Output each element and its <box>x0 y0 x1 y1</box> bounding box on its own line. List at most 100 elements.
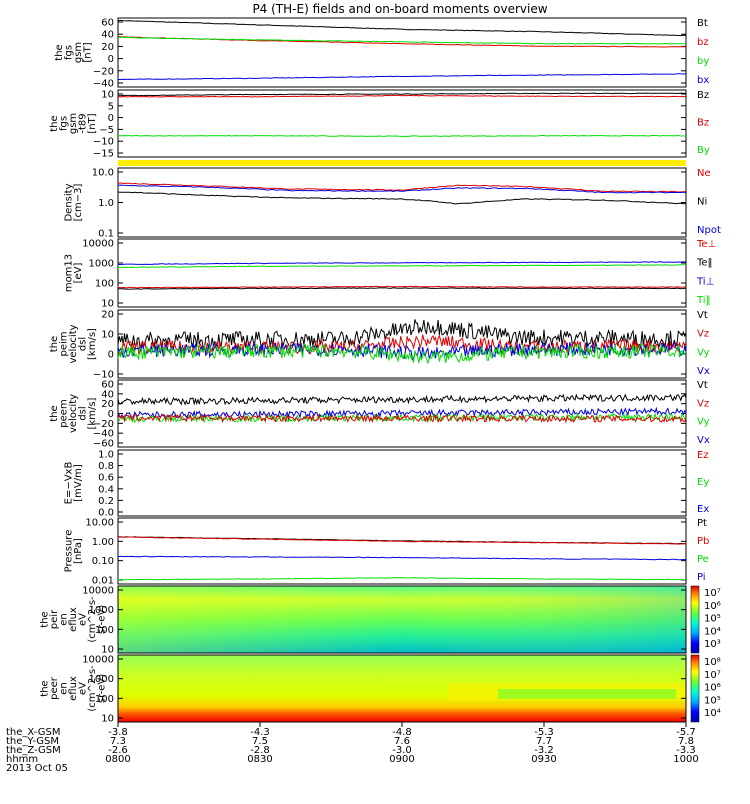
legend-entry: Vx <box>697 366 710 377</box>
x-axis-value: -3.8 <box>108 727 128 738</box>
y-tick-label: 60 <box>101 380 114 391</box>
x-axis-value: 7.7 <box>536 736 552 747</box>
y-tick-label: −20 <box>93 419 114 430</box>
colorbar-tick-label: 10⁶ <box>704 683 721 694</box>
y-axis-label: [km/s] <box>87 328 98 360</box>
y-axis-label: [nT] <box>82 42 93 62</box>
legend-entry: bx <box>697 75 709 86</box>
y-axis-label: [cm−3] <box>73 184 84 222</box>
x-axis-row-label: hhmm <box>6 754 38 765</box>
y-axis-label: the <box>49 115 60 131</box>
y-axis-label: E=−VxB <box>63 462 74 505</box>
y-tick-label: −40 <box>93 79 114 90</box>
spectrogram-overlay <box>118 586 686 653</box>
y-tick-label: 0 <box>108 409 114 420</box>
y-axis-label: dsl <box>78 337 89 351</box>
y-tick-label: 0.01 <box>92 576 114 587</box>
y-axis-label: -t89 <box>78 113 89 133</box>
legend-entry: Vz <box>697 398 709 409</box>
plot-date: 2013 Oct 05 <box>6 763 68 774</box>
legend-entry: Ex <box>697 504 709 515</box>
legend-entry: Pt <box>697 518 707 529</box>
panel-p4: 10000 1000 100 10 mom13[eV] Te⊥ Te‖ Ti⊥ Ti‖ <box>63 238 716 310</box>
y-tick-label: 0.4 <box>98 484 114 495</box>
y-axis-label: the <box>40 680 51 696</box>
series-Vx <box>117 406 687 419</box>
y-tick-label: 1000 <box>89 605 114 616</box>
y-tick-label: 20 <box>101 399 114 410</box>
y-axis-label: en <box>59 613 70 626</box>
y-axis-label: peim <box>59 331 70 356</box>
y-axis-label: en <box>59 682 70 695</box>
series-Bz <box>118 92 687 97</box>
series-Te⊥ <box>117 285 687 289</box>
y-tick-label: −10 <box>93 370 114 381</box>
legend-entry: Vx <box>697 435 710 446</box>
y-axis-label: mom13 <box>63 254 74 292</box>
series-Ne <box>117 182 687 193</box>
y-tick-label: 0.10 <box>92 556 114 567</box>
separator-strip <box>118 160 686 166</box>
x-axis-value: 0800 <box>105 754 130 765</box>
y-axis-label: the <box>40 611 51 627</box>
y-axis-label: fgs <box>59 116 70 131</box>
y-tick-label: 100 <box>95 625 114 636</box>
colorbar-tick-label: 10⁸ <box>704 657 721 668</box>
panel-frame <box>117 89 687 158</box>
panel-p7: 1.00.80.60.40.20.0 E=−VxB[mV/m] Ez Ey Ex <box>63 449 709 519</box>
y-axis-label: (cm^2-s- <box>87 596 98 643</box>
chart-title: P4 (TH-E) fields and on-board moments ov… <box>252 2 547 16</box>
colorbar-tick-label: 10⁷ <box>704 670 721 681</box>
y-tick-label: 60 <box>101 18 114 29</box>
y-tick-label: 10 <box>101 330 114 341</box>
x-axis-value: -4.8 <box>392 727 412 738</box>
series-Te‖ <box>118 287 687 290</box>
series-Npot <box>117 184 687 194</box>
series-Ti‖ <box>117 264 687 268</box>
legend-entry: Vt <box>697 310 708 321</box>
y-axis-label: Pressure <box>63 530 74 573</box>
legend-entry: Vz <box>697 329 709 340</box>
panel-frame <box>117 309 687 379</box>
x-axis-value: 7.5 <box>252 736 268 747</box>
series-bx <box>118 73 687 80</box>
x-axis-value: -4.3 <box>250 727 270 738</box>
y-tick-label: 0.2 <box>98 496 114 507</box>
colorbar-gradient <box>690 585 700 654</box>
y-axis-label: eV <box>78 682 89 695</box>
y-tick-label: 10 <box>101 714 114 725</box>
y-tick-label: −20 <box>93 66 114 77</box>
y-tick-label: 1.00 <box>92 537 114 548</box>
panel-frame <box>117 238 687 308</box>
legend-entry: Te⊥ <box>696 239 716 250</box>
y-tick-label: 0.0 <box>98 508 114 519</box>
y-tick-label: 40 <box>101 30 114 41</box>
y-tick-label: 1000 <box>89 674 114 685</box>
y-axis-label: sr-eV) <box>97 605 108 634</box>
y-axis-label: Density <box>63 183 74 221</box>
colorbar-tick-label: 10⁶ <box>704 601 721 612</box>
series-Ti⊥ <box>117 261 686 266</box>
y-axis-label: gsm <box>68 113 79 134</box>
y-axis-label: the <box>49 405 60 421</box>
panel-frame <box>117 517 687 585</box>
panel-p8: 10.00 1.00 0.10 0.01 Pressure[nPa] Pt Pb Pe Pi <box>63 517 709 587</box>
spectrogram-band <box>498 689 676 699</box>
legend-entry: Pe <box>697 554 709 565</box>
legend-entry: Te‖ <box>696 258 713 269</box>
y-axis-label: peir <box>49 609 60 629</box>
legend-entry: Ne <box>697 168 711 179</box>
panel-frame <box>117 167 687 238</box>
x-axis-value: 1000 <box>673 754 698 765</box>
panel-frame <box>117 379 687 448</box>
legend-entry: Bt <box>697 18 708 29</box>
legend-entry: Ez <box>697 450 709 461</box>
panel-frame <box>117 449 687 517</box>
x-axis-value: 7.3 <box>110 736 126 747</box>
y-tick-label: 10 <box>101 299 114 310</box>
